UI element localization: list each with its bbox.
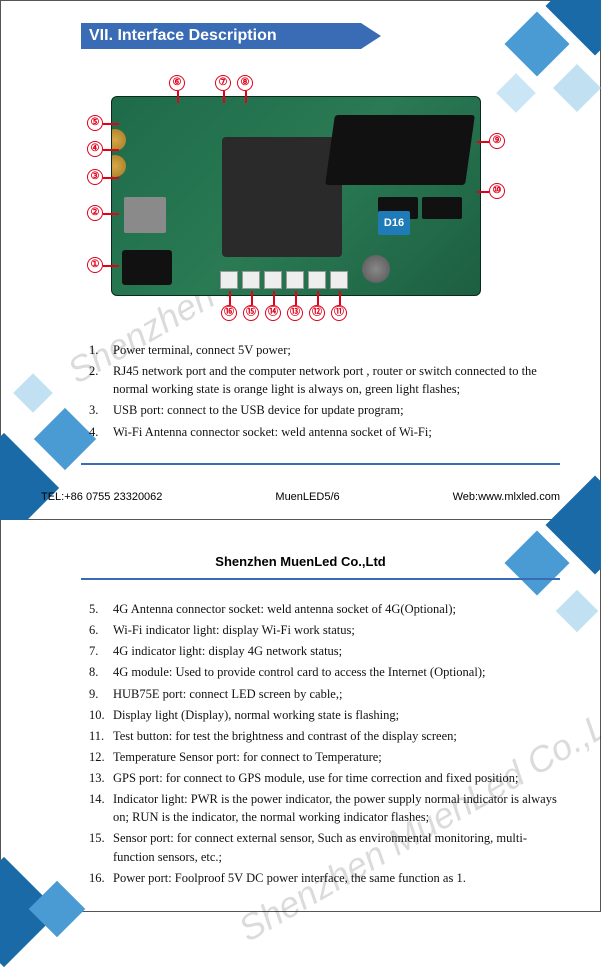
callout-11: ⑪ (331, 305, 347, 321)
rj45-port (124, 197, 166, 233)
callout-14: ⑭ (265, 305, 281, 321)
horizontal-rule (81, 463, 560, 465)
decor-diamond (553, 64, 601, 112)
list-item: 15.Sensor port: for connect external sen… (89, 829, 560, 865)
page-2: Shenzhen MuenLed Co.,Ltd Shenzhen MuenLe… (0, 520, 601, 912)
leader (103, 177, 119, 179)
callout-3: ③ (87, 169, 103, 185)
callout-2: ② (87, 205, 103, 221)
leader (103, 265, 119, 267)
header-rule (81, 578, 560, 580)
leader (295, 291, 297, 305)
bottom-connector (264, 271, 282, 289)
callout-12: ⑫ (309, 305, 325, 321)
list-item: 6.Wi-Fi indicator light: display Wi-Fi w… (89, 621, 560, 639)
callout-5: ⑤ (87, 115, 103, 131)
list-item: 10.Display light (Display), normal worki… (89, 706, 560, 724)
decor-diamond (29, 881, 86, 938)
callout-7: ⑦ (215, 75, 231, 91)
power-terminal (122, 250, 172, 285)
callout-8: ⑧ (237, 75, 253, 91)
page-footer: TEL:+86 0755 23320062 MuenLED5/6 Web:www… (41, 491, 560, 503)
description-list-1: 1.Power terminal, connect 5V power; 2.RJ… (89, 341, 560, 444)
callout-1: ① (87, 257, 103, 273)
list-item: 12.Temperature Sensor port: for connect … (89, 748, 560, 766)
footer-page: MuenLED5/6 (275, 491, 339, 503)
footer-tel: TEL:+86 0755 23320062 (41, 491, 162, 503)
decor-diamond (546, 0, 601, 55)
leader (317, 291, 319, 305)
leader (251, 291, 253, 305)
leader (103, 149, 119, 151)
list-item: 7.4G indicator light: display 4G network… (89, 642, 560, 660)
leader (477, 191, 489, 193)
decor-diamond (34, 408, 96, 470)
bottom-connector (220, 271, 238, 289)
callout-15: ⑮ (243, 305, 259, 321)
footer-web: Web:www.mlxled.com (453, 491, 560, 503)
callout-4: ④ (87, 141, 103, 157)
antenna-socket (111, 155, 126, 177)
leader (103, 123, 119, 125)
description-list-2: 5.4G Antenna connector socket: weld ante… (89, 600, 560, 890)
pcb-board: D16 (111, 96, 481, 296)
section-header: VII. Interface Description (81, 23, 361, 49)
leader (177, 91, 179, 103)
decor-diamond (556, 590, 598, 632)
callout-16: ⑯ (221, 305, 237, 321)
decor-diamond (496, 73, 536, 113)
list-item: 2.RJ45 network port and the computer net… (89, 362, 560, 398)
leader (229, 291, 231, 305)
leader (339, 291, 341, 305)
main-chip (222, 137, 342, 257)
list-item: 14.Indicator light: PWR is the power ind… (89, 790, 560, 826)
decor-diamond (13, 373, 53, 413)
battery (362, 255, 390, 283)
bottom-connector (330, 271, 348, 289)
board-diagram: D16 ⑤ ④ ③ ② ① ⑥ ⑦ ⑧ ⑨ (91, 71, 501, 321)
leader (103, 213, 119, 215)
list-item: 3.USB port: connect to the USB device fo… (89, 401, 560, 419)
leader (245, 91, 247, 103)
leader (477, 141, 489, 143)
callout-6: ⑥ (169, 75, 185, 91)
hub75-connectors (325, 115, 475, 185)
list-item: 16.Power port: Foolproof 5V DC power int… (89, 869, 560, 887)
company-header: Shenzhen MuenLed Co.,Ltd (1, 554, 600, 569)
bottom-connector (308, 271, 326, 289)
decor-diamond (0, 857, 59, 967)
callout-9: ⑨ (489, 133, 505, 149)
list-item: 5.4G Antenna connector socket: weld ante… (89, 600, 560, 618)
list-item: 1.Power terminal, connect 5V power; (89, 341, 560, 359)
antenna-socket (111, 129, 126, 151)
list-item: 11.Test button: for test the brightness … (89, 727, 560, 745)
callout-13: ⑬ (287, 305, 303, 321)
bottom-connector (286, 271, 304, 289)
ram-chip (422, 197, 462, 219)
leader (273, 291, 275, 305)
model-badge: D16 (378, 211, 410, 235)
bottom-connector (242, 271, 260, 289)
list-item: 8.4G module: Used to provide control car… (89, 663, 560, 681)
list-item: 9.HUB75E port: connect LED screen by cab… (89, 685, 560, 703)
decor-diamond (504, 11, 569, 76)
page-1: Shenzhen MuenLed Co.,Ltd VII. Interface … (0, 0, 601, 520)
list-item: 4.Wi-Fi Antenna connector socket: weld a… (89, 423, 560, 441)
list-item: 13.GPS port: for connect to GPS module, … (89, 769, 560, 787)
leader (223, 91, 225, 103)
callout-10: ⑩ (489, 183, 505, 199)
